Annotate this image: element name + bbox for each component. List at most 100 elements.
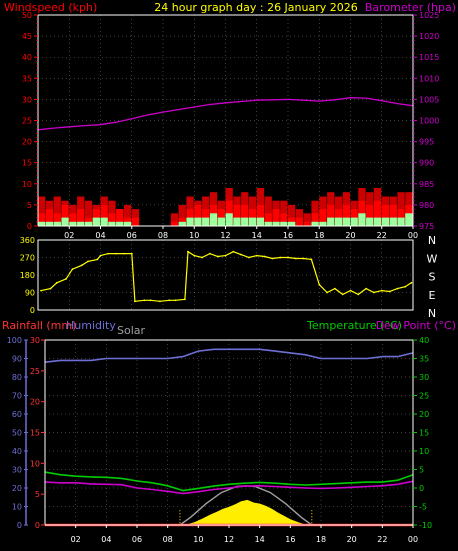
rain-tick-label: 30: [30, 336, 40, 345]
windspeed-bar: [272, 209, 280, 226]
climate-x-tick-label: 10: [193, 535, 203, 544]
direction-point: [40, 289, 42, 292]
rain-tick-label: 5: [35, 490, 40, 499]
temperature-tick-label: 15: [419, 429, 429, 438]
wind_avg-bar: [225, 213, 233, 226]
direction-point: [193, 254, 196, 257]
windspeed-bar: [311, 213, 319, 226]
barometer-tick-label: 1025: [419, 11, 439, 20]
wind-x-tick-label: 16: [283, 231, 293, 240]
temperature-line: [44, 471, 414, 492]
humidity-tick-label: 30: [12, 466, 22, 475]
direction-point: [310, 258, 313, 261]
wind_avg-bar: [100, 217, 108, 226]
wind_avg-bar: [178, 221, 186, 226]
direction-point: [224, 254, 227, 257]
wind_avg-bar: [217, 217, 225, 226]
temperature-tick-label: -10: [419, 521, 432, 530]
direction-point: [107, 252, 110, 255]
windspeed-bar: [248, 209, 257, 226]
wind-x-tick-label: 02: [64, 231, 74, 240]
wind_avg-bar: [256, 217, 265, 226]
wind-x-tick-label: 04: [95, 231, 105, 240]
windspeed-bar: [334, 209, 343, 226]
compass-label: S: [429, 271, 436, 284]
wind-x-tick-label: 22: [377, 231, 387, 240]
windspeed-bar: [397, 209, 405, 226]
climate-x-tick-label: 16: [285, 535, 295, 544]
climate-x-tick-label: 22: [377, 535, 387, 544]
wind_avg-bar: [366, 217, 374, 226]
climate-grid: [45, 339, 414, 526]
wind_avg-bar: [288, 221, 296, 226]
windspeed-bar: [233, 204, 241, 226]
wind_avg-bar: [45, 221, 54, 226]
chart-title: 24 hour graph day : 26 January 2026: [154, 1, 358, 14]
barometer-line: [37, 97, 414, 131]
wind_avg-bar: [84, 221, 93, 226]
humidity-tick-label: 90: [12, 355, 22, 364]
direction-line: [40, 250, 412, 302]
humidity-line: [44, 348, 414, 363]
direction-point: [404, 285, 407, 288]
windspeed-bar: [280, 213, 288, 226]
barometer-tick-label: 990: [419, 159, 434, 168]
direction-point: [96, 258, 99, 261]
climate-series: [44, 348, 414, 527]
windspeed-bar: [342, 204, 350, 226]
barometer-tick-label: 1000: [419, 117, 439, 126]
wind-left-tick-label: 10: [22, 180, 32, 189]
direction-tick-label: 180: [20, 271, 35, 280]
direction-point: [396, 287, 399, 290]
wind-left-tick-label: 30: [22, 95, 32, 104]
climate-x-tick-label: 18: [316, 535, 326, 544]
direction-point: [240, 253, 243, 256]
barometer-tick-label: 1005: [419, 95, 439, 104]
direction-grid: [38, 239, 414, 311]
windspeed-bar: [69, 213, 77, 226]
windspeed-bar: [77, 209, 85, 226]
direction-point: [168, 299, 171, 302]
direction-point: [380, 289, 383, 292]
wind_avg-bar: [108, 221, 116, 226]
direction-point: [55, 281, 58, 284]
barometer-tick-label: 985: [419, 180, 434, 189]
direction-point: [248, 256, 250, 259]
wind_avg-bar: [381, 217, 390, 226]
wind_avg-bar: [69, 221, 77, 226]
compass-label: N: [428, 234, 436, 247]
wind_avg-bar: [186, 217, 194, 226]
dew-point-axis-title: Dew Point (°C): [376, 319, 456, 332]
gust-bar: [131, 209, 140, 226]
direction-point: [365, 287, 367, 290]
wind-left-tick-label: 35: [22, 74, 32, 83]
windspeed-bar: [264, 213, 272, 226]
wind-left-tick-label: 25: [22, 117, 32, 126]
direction-point: [184, 298, 186, 301]
direction-point: [159, 300, 161, 303]
direction-point: [187, 250, 189, 253]
direction-point: [341, 293, 344, 296]
direction-point: [130, 252, 133, 255]
wind-x-tick-label: 08: [158, 231, 168, 240]
humidity-tick-label: 40: [12, 447, 22, 456]
wind_avg-bar: [389, 217, 397, 226]
windspeed-bar: [319, 209, 327, 226]
wind-x-tick-label: 20: [345, 231, 355, 240]
wind-left-tick-label: 40: [22, 53, 32, 62]
direction-tick-label: 360: [20, 236, 35, 245]
direction-point: [388, 290, 391, 293]
barometer-tick-label: 995: [419, 138, 434, 147]
humidity-tick-label: 0: [17, 521, 22, 530]
direction-point: [318, 283, 321, 286]
wind_avg-bar: [280, 221, 288, 226]
direction-point: [263, 255, 266, 258]
compass-label: N: [428, 307, 436, 320]
climate-x-tick-label: 08: [163, 535, 173, 544]
windspeed-bar: [116, 209, 124, 226]
direction-point: [71, 268, 74, 271]
humidity-axis-title: Humidity: [66, 319, 116, 332]
barometer-axis-title: Barometer (hpa): [365, 1, 456, 14]
